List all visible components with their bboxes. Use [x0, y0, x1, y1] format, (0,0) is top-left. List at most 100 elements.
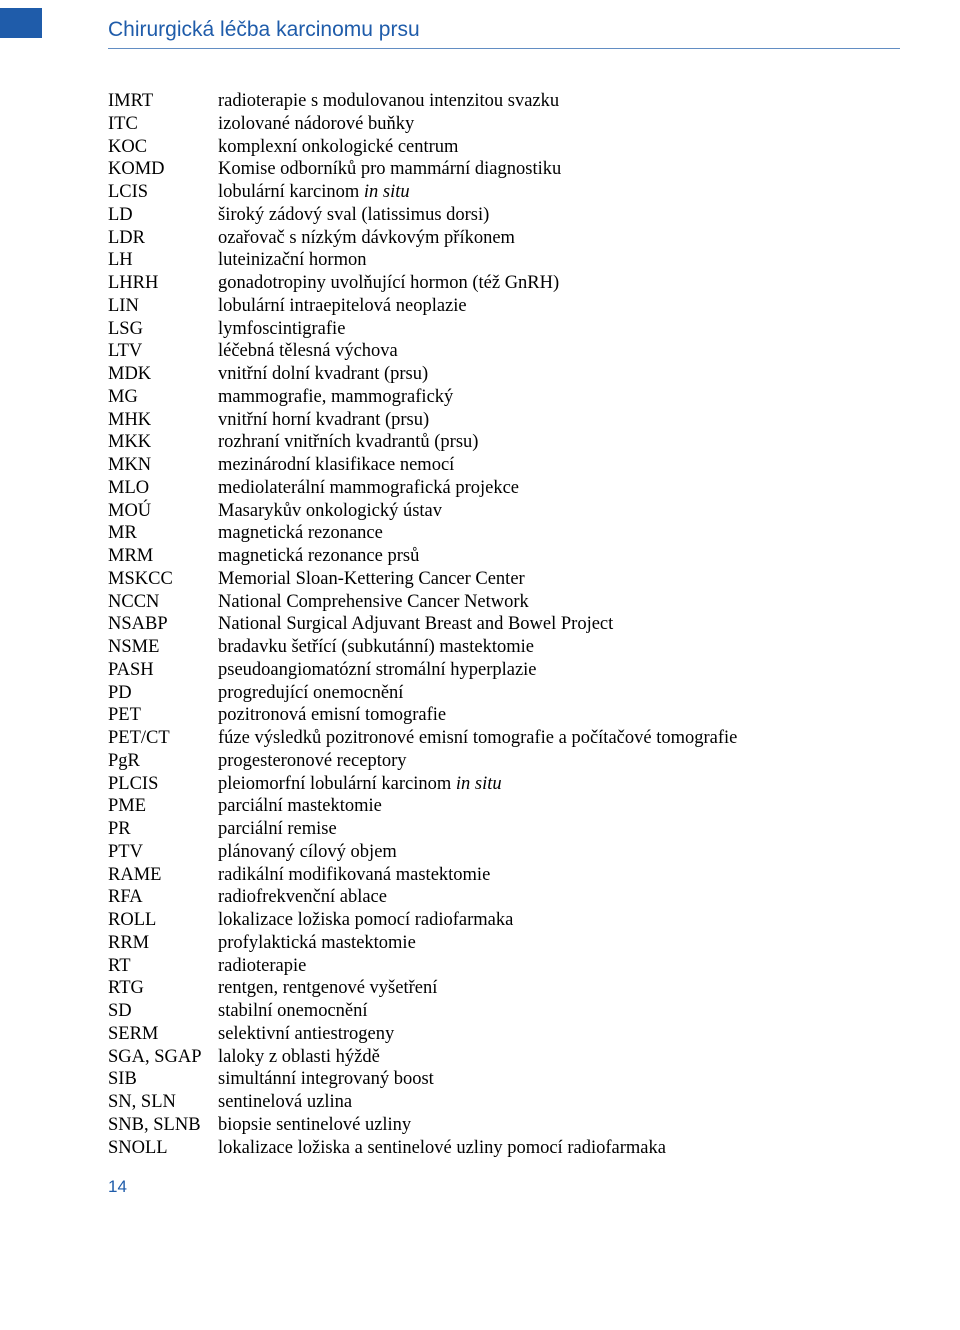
abbreviation-term: PET [108, 704, 218, 727]
abbreviation-definition: laloky z oblasti hýždě [218, 1046, 900, 1069]
abbreviation-definition: bradavku šetřící (subkutánní) mastektomi… [218, 636, 900, 659]
abbreviation-row: PDprogredující onemocnění [108, 682, 900, 705]
abbreviation-definition: luteinizační hormon [218, 249, 900, 272]
abbreviation-term: LSG [108, 318, 218, 341]
abbreviation-row: SDstabilní onemocnění [108, 1000, 900, 1023]
abbreviation-term: KOC [108, 136, 218, 159]
abbreviation-definition: lokalizace ložiska pomocí radiofarmaka [218, 909, 900, 932]
abbreviation-term: PR [108, 818, 218, 841]
abbreviation-definition: lobulární karcinom in situ [218, 181, 900, 204]
abbreviation-term: PET/CT [108, 727, 218, 750]
abbreviation-row: NSABPNational Surgical Adjuvant Breast a… [108, 613, 900, 636]
abbreviation-term: LH [108, 249, 218, 272]
abbreviation-row: LTVléčebná tělesná výchova [108, 340, 900, 363]
abbreviation-term: PME [108, 795, 218, 818]
abbreviation-row: LDširoký zádový sval (latissimus dorsi) [108, 204, 900, 227]
abbreviation-definition: vnitřní dolní kvadrant (prsu) [218, 363, 900, 386]
abbreviation-definition: gonadotropiny uvolňující hormon (též GnR… [218, 272, 900, 295]
abbreviation-term: MKK [108, 431, 218, 454]
abbreviation-row: LHRHgonadotropiny uvolňující hormon (též… [108, 272, 900, 295]
abbreviation-row: MGmammografie, mammografický [108, 386, 900, 409]
abbreviation-definition: mammografie, mammografický [218, 386, 900, 409]
header-rule [108, 48, 900, 49]
abbreviation-row: SERMselektivní antiestrogeny [108, 1023, 900, 1046]
abbreviation-row: ROLLlokalizace ložiska pomocí radiofarma… [108, 909, 900, 932]
abbreviation-row: MOÚMasarykův onkologický ústav [108, 500, 900, 523]
abbreviation-definition: radikální modifikovaná mastektomie [218, 864, 900, 887]
abbreviation-term: RFA [108, 886, 218, 909]
abbreviation-row: NSMEbradavku šetřící (subkutánní) mastek… [108, 636, 900, 659]
abbreviation-row: SNB, SLNBbiopsie sentinelové uzliny [108, 1114, 900, 1137]
abbreviation-definition: parciální mastektomie [218, 795, 900, 818]
abbreviation-definition: široký zádový sval (latissimus dorsi) [218, 204, 900, 227]
abbreviation-definition: ozařovač s nízkým dávkovým příkonem [218, 227, 900, 250]
abbreviation-row: LSGlymfoscintigrafie [108, 318, 900, 341]
abbreviation-row: PET/CTfúze výsledků pozitronové emisní t… [108, 727, 900, 750]
abbreviation-term: SNB, SLNB [108, 1114, 218, 1137]
abbreviation-term: ITC [108, 113, 218, 136]
abbreviation-term: LD [108, 204, 218, 227]
abbreviation-definition: profylaktická mastektomie [218, 932, 900, 955]
abbreviation-term: MLO [108, 477, 218, 500]
abbreviation-definition: lymfoscintigrafie [218, 318, 900, 341]
abbreviation-row: MSKCCMemorial Sloan-Kettering Cancer Cen… [108, 568, 900, 591]
abbreviation-definition: izolované nádorové buňky [218, 113, 900, 136]
abbreviation-definition: selektivní antiestrogeny [218, 1023, 900, 1046]
abbreviation-row: KOMDKomise odborníků pro mammární diagno… [108, 158, 900, 181]
abbreviation-term: SGA, SGAP [108, 1046, 218, 1069]
abbreviation-row: PLCISpleiomorfní lobulární karcinom in s… [108, 773, 900, 796]
abbreviation-row: LINlobulární intraepitelová neoplazie [108, 295, 900, 318]
abbreviation-term: LIN [108, 295, 218, 318]
abbreviation-term: SIB [108, 1068, 218, 1091]
abbreviation-definition: radioterapie s modulovanou intenzitou sv… [218, 90, 900, 113]
abbreviation-definition: radiofrekvenční ablace [218, 886, 900, 909]
abbreviation-term: PLCIS [108, 773, 218, 796]
abbreviation-term: ROLL [108, 909, 218, 932]
abbreviation-definition: plánovaný cílový objem [218, 841, 900, 864]
abbreviation-list: IMRTradioterapie s modulovanou intenzito… [108, 90, 900, 1159]
abbreviation-term: NSME [108, 636, 218, 659]
abbreviation-term: RTG [108, 977, 218, 1000]
abbreviation-row: LCISlobulární karcinom in situ [108, 181, 900, 204]
abbreviation-definition: pseudoangiomatózní stromální hyperplazie [218, 659, 900, 682]
abbreviation-term: SD [108, 1000, 218, 1023]
abbreviation-term: LDR [108, 227, 218, 250]
abbreviation-term: PTV [108, 841, 218, 864]
abbreviation-row: MLOmediolaterální mammografická projekce [108, 477, 900, 500]
abbreviation-definition: magnetická rezonance prsů [218, 545, 900, 568]
abbreviation-term: NCCN [108, 591, 218, 614]
abbreviation-term: MHK [108, 409, 218, 432]
abbreviation-row: PgRprogesteronové receptory [108, 750, 900, 773]
abbreviation-term: MSKCC [108, 568, 218, 591]
abbreviation-term: SERM [108, 1023, 218, 1046]
abbreviation-definition: komplexní onkologické centrum [218, 136, 900, 159]
abbreviation-term: MKN [108, 454, 218, 477]
abbreviation-row: RFAradiofrekvenční ablace [108, 886, 900, 909]
abbreviation-row: KOCkomplexní onkologické centrum [108, 136, 900, 159]
abbreviation-term: PgR [108, 750, 218, 773]
abbreviation-row: MDKvnitřní dolní kvadrant (prsu) [108, 363, 900, 386]
abbreviation-definition: simultánní integrovaný boost [218, 1068, 900, 1091]
page: Chirurgická léčba karcinomu prsu IMRTrad… [0, 0, 960, 1330]
abbreviation-definition: progesteronové receptory [218, 750, 900, 773]
abbreviation-definition: National Surgical Adjuvant Breast and Bo… [218, 613, 900, 636]
abbreviation-row: IMRTradioterapie s modulovanou intenzito… [108, 90, 900, 113]
abbreviation-term: RRM [108, 932, 218, 955]
abbreviation-row: RTGrentgen, rentgenové vyšetření [108, 977, 900, 1000]
abbreviation-definition: lobulární intraepitelová neoplazie [218, 295, 900, 318]
abbreviation-term: MDK [108, 363, 218, 386]
abbreviation-row: SIBsimultánní integrovaný boost [108, 1068, 900, 1091]
abbreviation-row: RAMEradikální modifikovaná mastektomie [108, 864, 900, 887]
abbreviation-definition: fúze výsledků pozitronové emisní tomogra… [218, 727, 900, 750]
page-number: 14 [108, 1177, 960, 1197]
abbreviation-row: SGA, SGAPlaloky z oblasti hýždě [108, 1046, 900, 1069]
abbreviation-definition: rentgen, rentgenové vyšetření [218, 977, 900, 1000]
abbreviation-definition: biopsie sentinelové uzliny [218, 1114, 900, 1137]
abbreviation-definition: léčebná tělesná výchova [218, 340, 900, 363]
page-header: Chirurgická léčba karcinomu prsu [0, 18, 960, 52]
abbreviation-row: MKNmezinárodní klasifikace nemocí [108, 454, 900, 477]
abbreviation-definition: lokalizace ložiska a sentinelové uzliny … [218, 1137, 900, 1160]
abbreviation-row: PASHpseudoangiomatózní stromální hyperpl… [108, 659, 900, 682]
abbreviation-definition: Memorial Sloan-Kettering Cancer Center [218, 568, 900, 591]
abbreviation-term: LCIS [108, 181, 218, 204]
